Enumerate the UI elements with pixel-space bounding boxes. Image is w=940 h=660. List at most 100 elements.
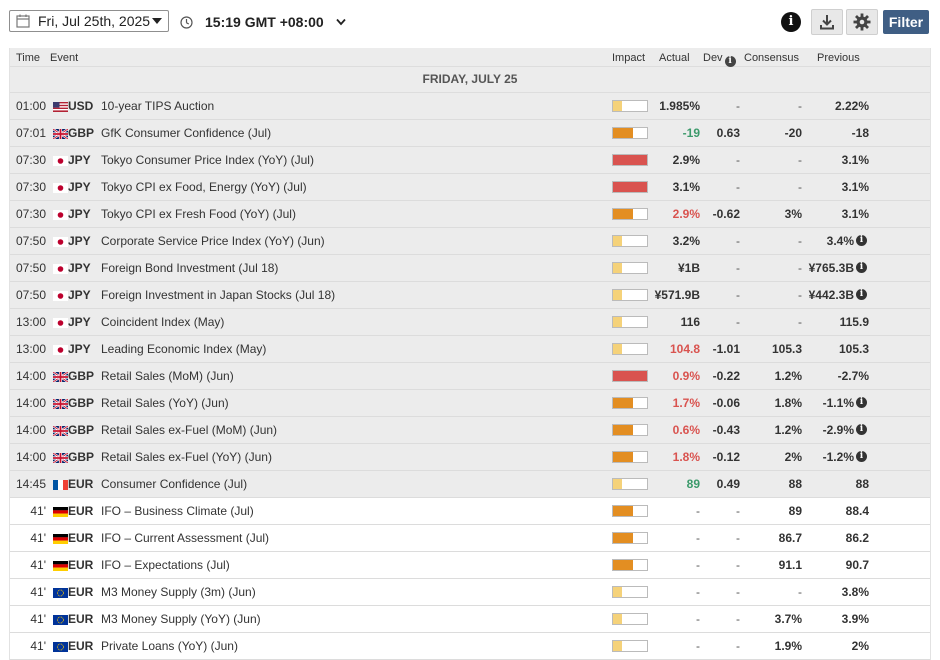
table-header: Time Event Impact Actual Dev i Consensus … — [10, 48, 930, 67]
impact-fill — [613, 290, 622, 300]
event-name[interactable]: Retail Sales ex-Fuel (YoY) (Jun) — [101, 450, 272, 464]
event-deviation: - — [736, 153, 740, 167]
event-name[interactable]: Tokyo Consumer Price Index (YoY) (Jul) — [101, 153, 314, 167]
flag-gb-icon — [52, 371, 69, 383]
timezone-selector[interactable]: 15:19 GMT +08:00 — [180, 14, 346, 30]
event-actual: 1.7% — [672, 396, 700, 410]
event-currency: GBP — [68, 450, 95, 464]
event-name[interactable]: Corporate Service Price Index (YoY) (Jun… — [101, 234, 325, 248]
event-currency: EUR — [68, 639, 94, 653]
event-name[interactable]: Private Loans (YoY) (Jun) — [101, 639, 238, 653]
info-icon[interactable]: i — [856, 397, 867, 408]
filter-button[interactable]: Filter — [883, 10, 929, 34]
flag-fr-icon — [53, 479, 68, 490]
download-button[interactable] — [811, 9, 843, 35]
event-time: 07:50 — [15, 288, 46, 302]
flag-eu-icon — [53, 641, 68, 652]
event-name[interactable]: Tokyo CPI ex Food, Energy (YoY) (Jul) — [101, 180, 307, 194]
event-rows: 01:00 USD 10-year TIPS Auction 1.985% - - 2.22… — [10, 93, 930, 660]
event-row[interactable]: 41' EUR M3 Money Supply (3m) (Jun) - - - 3.8% — [10, 579, 930, 606]
info-icon[interactable]: i — [856, 451, 867, 462]
event-row[interactable]: 07:30 JPY Tokyo CPI ex Fresh Food (YoY) (J… — [10, 201, 930, 228]
col-event[interactable]: Event — [50, 52, 79, 64]
event-time: 07:30 — [15, 180, 46, 194]
info-icon[interactable]: i — [856, 289, 867, 300]
info-icon[interactable]: i — [856, 424, 867, 435]
col-dev[interactable]: Dev i — [703, 52, 736, 67]
col-consensus[interactable]: Consensus — [744, 52, 800, 64]
event-deviation: - — [736, 558, 740, 572]
event-consensus: - — [798, 288, 802, 302]
event-name[interactable]: Retail Sales (YoY) (Jun) — [101, 396, 229, 410]
flag-jp-icon — [53, 344, 68, 355]
flag-jp-icon — [53, 236, 68, 247]
event-row[interactable]: 07:30 JPY Tokyo Consumer Price Index (YoY)… — [10, 147, 930, 174]
impact-fill — [613, 479, 622, 489]
event-time: 14:00 — [15, 369, 46, 383]
event-name[interactable]: Coincident Index (May) — [101, 315, 225, 329]
event-row[interactable]: 14:00 GBP Retail Sales (MoM) (Jun) 0.9% -0.2… — [10, 363, 930, 390]
impact-fill — [613, 641, 622, 651]
event-name[interactable]: 10-year TIPS Auction — [101, 99, 215, 113]
event-row[interactable]: 14:00 GBP Retail Sales ex-Fuel (MoM) (Jun)… — [10, 417, 930, 444]
flag-gb-icon — [52, 128, 69, 140]
info-icon[interactable]: i — [724, 56, 736, 67]
event-name[interactable]: Retail Sales ex-Fuel (MoM) (Jun) — [101, 423, 278, 437]
event-row[interactable]: 01:00 USD 10-year TIPS Auction 1.985% - - 2.22… — [10, 93, 930, 120]
event-row[interactable]: 41' EUR IFO – Business Climate (Jul) - - 89 88… — [10, 498, 930, 525]
event-row[interactable]: 41' EUR IFO – Current Assessment (Jul) - - 86… — [10, 525, 930, 552]
event-deviation: - — [736, 315, 740, 329]
event-row[interactable]: 07:50 JPY Foreign Bond Investment (Jul 18)… — [10, 255, 930, 282]
impact-bar — [612, 613, 648, 625]
info-icon[interactable]: i — [856, 262, 867, 273]
impact-fill — [613, 101, 622, 111]
impact-fill — [613, 614, 622, 624]
event-row[interactable]: 41' EUR IFO – Expectations (Jul) - - 91.1 90.7 — [10, 552, 930, 579]
impact-bar — [612, 451, 648, 463]
impact-fill — [613, 371, 647, 381]
event-previous: -2.7% — [837, 369, 869, 383]
event-name[interactable]: Tokyo CPI ex Fresh Food (YoY) (Jul) — [101, 207, 296, 221]
event-name[interactable]: M3 Money Supply (YoY) (Jun) — [101, 612, 261, 626]
event-name[interactable]: Foreign Bond Investment (Jul 18) — [101, 261, 279, 275]
event-row[interactable]: 14:00 GBP Retail Sales (YoY) (Jun) 1.7% -0.0… — [10, 390, 930, 417]
col-previous[interactable]: Previous — [817, 52, 860, 64]
info-icon[interactable]: i — [856, 235, 867, 246]
info-icon[interactable]: i — [781, 12, 801, 32]
date-picker[interactable]: Fri, Jul 25th, 2025 — [9, 10, 169, 32]
event-name[interactable]: Leading Economic Index (May) — [101, 342, 267, 356]
impact-bar — [612, 370, 648, 382]
event-deviation: 0.63 — [716, 126, 740, 140]
event-row[interactable]: 07:50 JPY Foreign Investment in Japan Stoc… — [10, 282, 930, 309]
event-name[interactable]: IFO – Expectations (Jul) — [101, 558, 230, 572]
event-row[interactable]: 07:01 GBP GfK Consumer Confidence (Jul) -19… — [10, 120, 930, 147]
col-time[interactable]: Time — [16, 52, 41, 64]
event-deviation: - — [736, 531, 740, 545]
event-actual: 116 — [680, 315, 700, 329]
col-actual[interactable]: Actual — [659, 52, 690, 64]
event-name[interactable]: IFO – Business Climate (Jul) — [101, 504, 254, 518]
event-row[interactable]: 13:00 JPY Leading Economic Index (May) 104.… — [10, 336, 930, 363]
event-row[interactable]: 14:45 EUR Consumer Confidence (Jul) 89 0.49 8… — [10, 471, 930, 498]
event-name[interactable]: Consumer Confidence (Jul) — [101, 477, 248, 491]
event-currency: EUR — [68, 504, 94, 518]
event-deviation: -0.22 — [712, 369, 740, 383]
col-impact[interactable]: Impact — [612, 52, 646, 64]
event-name[interactable]: Foreign Investment in Japan Stocks (Jul … — [101, 288, 336, 302]
event-row[interactable]: 14:00 GBP Retail Sales ex-Fuel (YoY) (Jun)… — [10, 444, 930, 471]
event-name[interactable]: M3 Money Supply (3m) (Jun) — [101, 585, 256, 599]
toolbar: Fri, Jul 25th, 2025 15:19 GMT +08:00 i — [0, 0, 940, 44]
event-name[interactable]: IFO – Current Assessment (Jul) — [101, 531, 270, 545]
event-consensus: 88 — [788, 477, 802, 491]
event-consensus: 1.9% — [774, 639, 802, 653]
event-row[interactable]: 07:30 JPY Tokyo CPI ex Food, Energy (YoY) … — [10, 174, 930, 201]
event-row[interactable]: 07:50 JPY Corporate Service Price Index (Y… — [10, 228, 930, 255]
download-icon — [820, 15, 834, 30]
event-name[interactable]: GfK Consumer Confidence (Jul) — [101, 126, 272, 140]
settings-button[interactable] — [846, 9, 878, 35]
event-row[interactable]: 13:00 JPY Coincident Index (May) 116 - - 115.9 — [10, 309, 930, 336]
event-name[interactable]: Retail Sales (MoM) (Jun) — [101, 369, 234, 383]
clock-icon — [180, 15, 193, 29]
event-previous: -18 — [851, 126, 869, 140]
event-row[interactable]: 41' EUR M3 Money Supply (YoY) (Jun) - - 3.7% 3… — [10, 606, 930, 633]
